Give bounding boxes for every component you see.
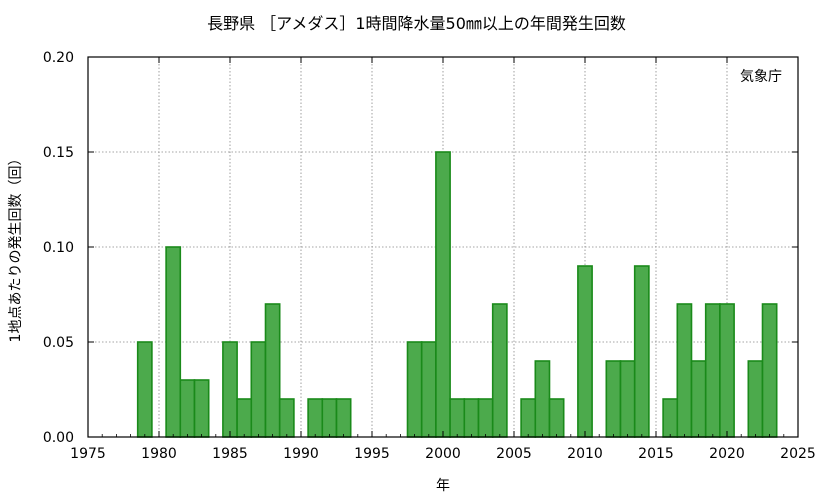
bar-2001	[449, 398, 466, 438]
bar-1991	[307, 398, 324, 438]
x-tick-label: 2020	[709, 446, 745, 462]
x-tick-label: 1975	[70, 446, 106, 462]
bar-1982	[179, 379, 196, 438]
bar-2022	[747, 360, 764, 438]
bar-2019	[704, 303, 721, 438]
bar-2003	[477, 398, 494, 438]
x-tick-label: 1995	[354, 446, 390, 462]
bar-2014	[633, 265, 650, 438]
bar-1998	[406, 341, 423, 438]
bar-2006	[520, 398, 537, 438]
x-tick-label: 1980	[141, 446, 177, 462]
y-tick-label: 0.15	[43, 145, 74, 161]
bar-2007	[534, 360, 551, 438]
bar-2020	[719, 303, 735, 438]
bar-2010	[577, 265, 593, 438]
y-tick-label: 0.10	[43, 240, 74, 256]
bar-1981	[165, 246, 182, 438]
y-axis-label: 1地点あたりの発生回数（回）	[8, 152, 24, 343]
bar-2000	[435, 151, 451, 438]
bar-1983	[193, 379, 210, 438]
bar-1979	[136, 341, 153, 438]
bar-2004	[491, 303, 508, 438]
source-annotation: 気象庁	[740, 69, 782, 85]
x-tick-label: 1990	[283, 446, 319, 462]
x-tick-label: 2005	[496, 446, 532, 462]
chart-title: 長野県 ［アメダス］1時間降水量50㎜以上の年間発生回数	[207, 14, 626, 33]
bar-1985	[222, 341, 238, 438]
bar-1999	[420, 341, 437, 438]
bar-2016	[662, 398, 679, 438]
bar-2017	[676, 303, 693, 438]
bar-2008	[548, 398, 565, 438]
bar-1989	[278, 398, 295, 438]
x-tick-label: 1985	[212, 446, 248, 462]
x-tick-label: 2010	[567, 446, 603, 462]
bar-1987	[250, 341, 267, 438]
bar-2018	[690, 360, 707, 438]
bar-1993	[335, 398, 352, 438]
axis-ticks: 1975 1980 1985 1990 1995 2000 2005 2010 2015 2020…	[43, 50, 816, 462]
x-tick-label: 2000	[425, 446, 461, 462]
bar-1992	[321, 398, 338, 438]
y-tick-label: 0.20	[43, 50, 74, 66]
bar-2013	[619, 360, 636, 438]
bar-1986	[236, 398, 253, 438]
bar-2002	[463, 398, 480, 438]
bar-2012	[605, 360, 622, 438]
bar-1988	[264, 303, 281, 438]
bar-2023	[761, 303, 778, 438]
y-tick-label: 0.00	[43, 430, 74, 446]
x-tick-label: 2015	[638, 446, 674, 462]
x-axis-label: 年	[436, 478, 450, 494]
x-tick-label: 2025	[780, 446, 816, 462]
y-tick-label: 0.05	[43, 335, 74, 351]
bars	[136, 151, 778, 438]
